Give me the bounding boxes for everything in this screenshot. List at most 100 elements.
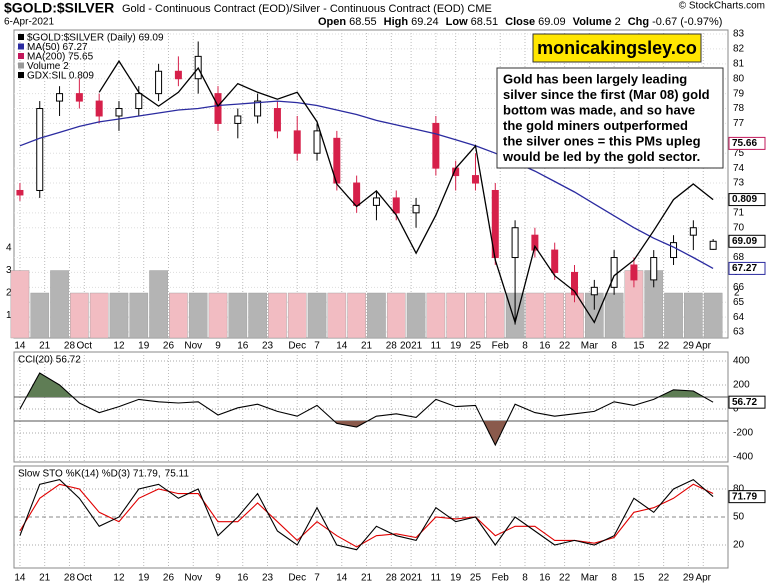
volume-marker: 2 (734, 288, 740, 299)
x-tick-label: 16 (237, 573, 249, 584)
volume-bar (129, 292, 149, 339)
x-tick-label: Apr (695, 341, 711, 352)
volume-bar (89, 292, 109, 339)
value-marker-box (728, 234, 766, 248)
candle-body (95, 100, 103, 117)
candle-body (590, 286, 598, 296)
annotation-line: would be led by the gold sector. (502, 149, 700, 164)
watermark: monicakingsley.co (537, 38, 697, 58)
candle-body (531, 234, 539, 251)
volume-bar (208, 292, 228, 339)
y-tick-label: 74 (733, 163, 745, 174)
volume-bar (466, 292, 485, 339)
x-tick-label: 23 (262, 341, 274, 352)
quote-label: Open (318, 16, 346, 28)
x-tick-label: 14 (14, 573, 26, 584)
quote-value: 2 (615, 16, 621, 28)
candle-body (174, 70, 182, 80)
quote-label: Low (446, 16, 468, 28)
x-tick-label: 22 (658, 341, 670, 352)
legend-swatch (18, 62, 24, 69)
volume-bar (287, 292, 307, 339)
x-tick-label: 26 (163, 573, 175, 584)
x-tick-label: 22 (559, 341, 571, 352)
legend-label: GDX:SIL 0.809 (27, 71, 94, 82)
y-tick-label: 71 (733, 207, 745, 218)
x-tick-label: 14 (336, 573, 348, 584)
y-tick-label: 66 (733, 282, 745, 293)
volume-bar (525, 292, 545, 339)
value-marker-box (728, 395, 766, 409)
x-tick-label: 9 (215, 573, 221, 584)
x-tick-label: 8 (522, 341, 528, 352)
x-tick-label: 11 (431, 573, 442, 584)
y-tick-label: 20 (733, 540, 745, 551)
x-tick-label: 19 (450, 573, 462, 584)
candle-body (353, 182, 361, 206)
y-tick-label: 65 (733, 297, 745, 308)
x-tick-label: 19 (138, 341, 150, 352)
candle-body (115, 108, 123, 117)
candle-body (551, 249, 559, 273)
candle-body (234, 115, 242, 124)
x-tick-label: Oct (77, 573, 93, 584)
quote-label: Close (505, 16, 535, 28)
volume-bar (703, 292, 723, 339)
volume-bar (604, 292, 624, 339)
volume-bar (347, 292, 366, 339)
x-tick-label: 21 (39, 573, 51, 584)
annotation-line: the gold miners outperformed (503, 118, 688, 133)
value-marker: 75.66 (732, 138, 757, 149)
x-tick-label: Dec (288, 341, 306, 352)
panel-title: CCI(20) 56.72 (18, 355, 81, 366)
volume-bar (149, 270, 168, 339)
y-tick-label: 68 (733, 252, 745, 263)
watermark-box (532, 33, 702, 63)
value-marker-box (728, 136, 766, 150)
x-tick-label: 21 (361, 341, 373, 352)
volume-bar (327, 292, 347, 339)
candle-body (670, 242, 678, 259)
symbol: $GOLD:$SILVER (4, 0, 114, 16)
volume-bar (248, 292, 267, 339)
y-tick-label: 78 (733, 103, 745, 114)
volume-bar (70, 292, 89, 339)
x-tick-label: 12 (113, 341, 125, 352)
candle-body (56, 93, 64, 102)
candle-body (650, 257, 658, 281)
x-tick-label: 28 (386, 573, 398, 584)
y-tick-label: 75 (733, 148, 745, 159)
x-tick-label: 21 (361, 573, 373, 584)
volume-bar (30, 292, 50, 339)
volume-bar (188, 292, 208, 339)
x-tick-label: 15 (633, 573, 645, 584)
x-tick-label: 14 (14, 341, 26, 352)
change-label: Chg (628, 16, 649, 28)
series-line (19, 372, 714, 447)
x-tick-label: 15 (633, 341, 645, 352)
x-tick-label: 25 (470, 341, 482, 352)
x-tick-label: 29 (683, 573, 695, 584)
x-tick-label: 21 (39, 341, 51, 352)
series-line (98, 59, 714, 325)
x-tick-label: 8 (611, 341, 617, 352)
quote-row: Open 68.55 High 69.24 Low 68.51 Close 69.09 Volu… (318, 16, 722, 28)
x-tick-label: 23 (262, 573, 274, 584)
cci-panel (13, 351, 729, 463)
volume-bar (50, 270, 69, 339)
volume-bar (426, 292, 446, 339)
value-marker: 67.27 (732, 263, 757, 274)
quote-value: 69.24 (411, 16, 439, 28)
x-tick-label: Mar (581, 341, 599, 352)
x-tick-label: 28 (64, 341, 76, 352)
value-marker: 56.72 (732, 397, 757, 408)
annotation-box (496, 67, 724, 169)
candle-body (471, 175, 479, 184)
legend-swatch (18, 53, 24, 59)
series-line (19, 478, 714, 551)
y-tick-label: 64 (733, 312, 745, 323)
candle-body (135, 93, 143, 110)
y-tick-label: 73 (733, 178, 745, 189)
x-tick-label: 8 (522, 573, 528, 584)
